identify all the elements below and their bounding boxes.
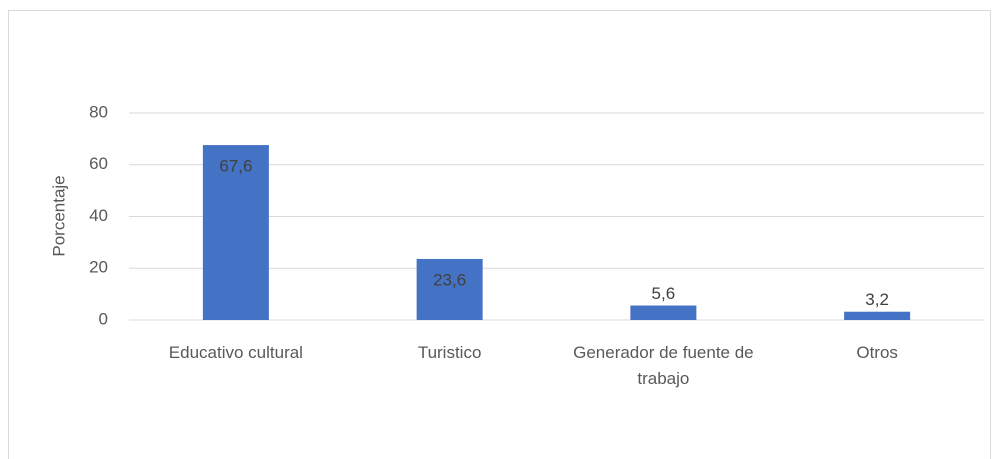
y-tick-label: 20 [89,258,108,277]
bar [202,145,269,320]
y-tick-label: 40 [89,206,108,225]
x-tick-label: Generador de fuente de trabajo [573,343,754,388]
bar [844,311,911,320]
y-tick-label: 80 [89,102,108,121]
data-label: 3,2 [865,290,889,309]
x-tick-label: Otros [856,343,898,362]
y-axis-label: Porcentaje [49,175,68,256]
bar [416,258,483,320]
x-tick-label: Educativo cultural [168,343,303,362]
data-label: 5,6 [652,284,676,303]
y-tick-label: 60 [89,154,108,173]
bar [630,305,697,320]
data-label: 67,6 [219,157,252,176]
chart-border [8,10,991,459]
x-tick-label: Turistico [417,343,482,362]
data-label: 23,6 [433,270,466,289]
y-tick-label: 0 [99,309,108,328]
